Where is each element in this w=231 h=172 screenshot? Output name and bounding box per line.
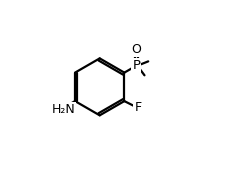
Text: F: F bbox=[134, 101, 141, 114]
Text: H₂N: H₂N bbox=[51, 103, 75, 116]
Text: O: O bbox=[131, 43, 141, 56]
Text: P: P bbox=[132, 59, 140, 72]
